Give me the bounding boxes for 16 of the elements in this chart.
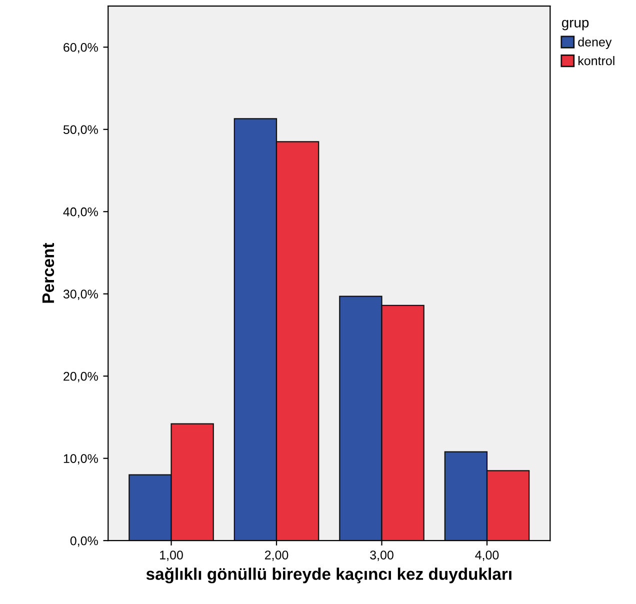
x-tick-label: 4,00 [475, 550, 499, 561]
x-tick-label: 2,00 [264, 550, 288, 561]
x-axis-title: sağlıklı gönüllü bireyde kaçıncı kez duydukları [146, 568, 512, 584]
y-tick-label: 60,0% [64, 42, 98, 54]
legend-label: kontrol [578, 56, 614, 66]
y-axis-title: Percent [42, 242, 54, 303]
y-tick-label: 20,0% [64, 372, 98, 382]
y-tick-label: 40,0% [63, 207, 98, 218]
y-tick-label: 0,0% [70, 536, 98, 547]
legend-label: deney [578, 37, 612, 49]
y-tick-label: 50,0% [63, 125, 98, 136]
legend-title: grup [562, 20, 589, 30]
x-tick-label: 3,00 [370, 550, 394, 561]
y-tick-label: 10,0% [64, 454, 98, 464]
x-tick-label: 1,00 [160, 550, 183, 561]
y-tick-label: 30,0% [63, 290, 98, 300]
